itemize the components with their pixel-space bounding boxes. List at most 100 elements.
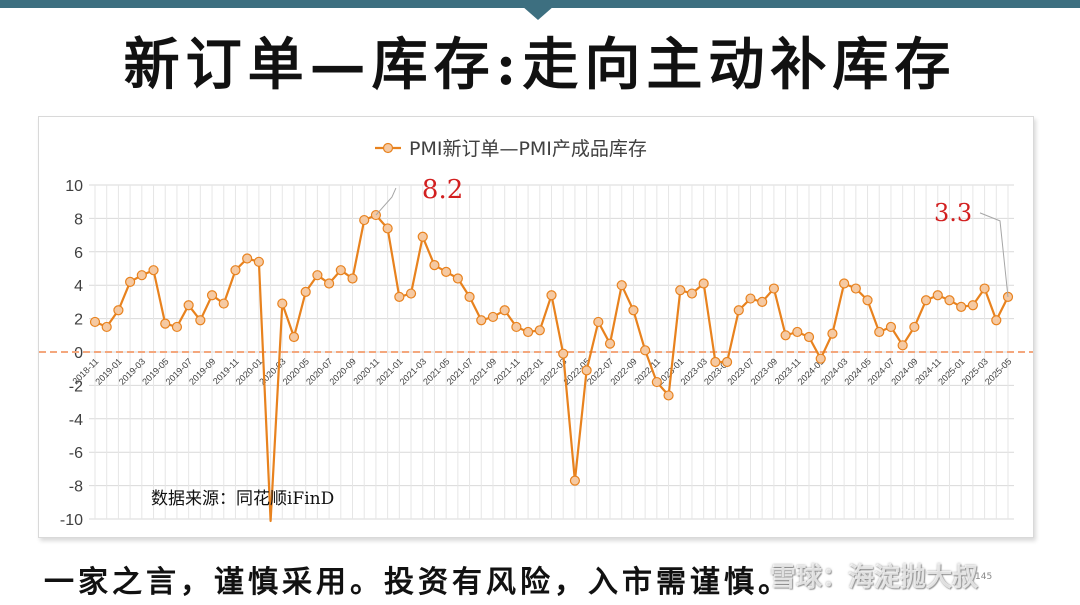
data-point [382, 223, 393, 234]
data-point [487, 311, 499, 323]
data-point [862, 295, 873, 306]
data-point [195, 315, 206, 326]
y-axis: 10 8 6 4 2 0 -2 -4 -6 -8 -10 [60, 178, 83, 529]
data-point [593, 316, 604, 328]
data-point [417, 231, 428, 242]
data-point [171, 321, 183, 333]
annotation-latest-value: 3.3 [934, 199, 972, 227]
data-point [569, 475, 581, 486]
data-point [721, 356, 733, 368]
data-point [581, 365, 592, 376]
data-point [663, 390, 674, 401]
y-tick-label: -4 [69, 412, 83, 429]
data-point [335, 265, 346, 276]
data-point [745, 293, 756, 304]
data-point [803, 331, 815, 343]
data-point [394, 291, 405, 302]
data-point [698, 278, 709, 289]
annotation-leader [979, 212, 1009, 297]
y-tick-label: -10 [60, 512, 83, 529]
data-point [347, 273, 358, 284]
legend-marker [382, 142, 394, 154]
data-source-label: 数据来源：同花顺iFinD [151, 489, 334, 509]
data-point [288, 331, 300, 343]
data-point [277, 298, 288, 309]
y-tick-label: 2 [74, 312, 83, 329]
data-point [218, 298, 229, 309]
data-point [839, 278, 850, 289]
data-point [324, 278, 335, 289]
data-point [405, 288, 417, 299]
data-point [733, 305, 744, 316]
y-tick-label: -6 [69, 445, 83, 462]
data-point [101, 321, 112, 333]
data-point [558, 348, 569, 359]
series-markers [89, 209, 1014, 486]
data-point [464, 291, 475, 302]
annotations: 8.2 3.3 数据来源：同花顺iFinD [151, 175, 1009, 509]
data-point [640, 345, 651, 356]
chart-container: 10 8 6 4 2 0 -2 -4 -6 -8 -10 2018-11 2019-01 2019-03… [38, 116, 1034, 538]
data-point [441, 266, 452, 277]
data-point [89, 316, 101, 328]
data-point [136, 270, 147, 281]
data-point [452, 273, 463, 284]
annotation-leader [375, 187, 397, 216]
data-point [897, 340, 908, 351]
y-tick-label: 10 [65, 178, 83, 195]
data-point [476, 315, 487, 326]
data-point [710, 356, 721, 368]
data-point [686, 288, 698, 299]
data-point [827, 328, 838, 339]
page-number: 145 [975, 572, 993, 582]
data-point [206, 290, 218, 301]
header-notch [522, 6, 554, 20]
data-point [780, 330, 791, 341]
data-point [920, 295, 932, 306]
data-point [242, 253, 253, 264]
data-point [850, 283, 861, 294]
y-tick-label: 4 [74, 278, 83, 295]
data-point [522, 326, 534, 338]
data-point [148, 265, 159, 276]
data-point [113, 305, 124, 316]
data-point [183, 300, 194, 311]
legend-label: PMI新订单—PMI产成品库存 [409, 138, 647, 160]
disclaimer-text: 一家之言，谨慎采用。投资有风险，入市需谨慎。 [44, 565, 792, 600]
data-point [967, 300, 978, 311]
data-point [253, 256, 264, 267]
data-point [991, 315, 1002, 326]
gridlines [89, 184, 1014, 520]
data-point [757, 296, 768, 307]
y-tick-label: 0 [74, 345, 83, 362]
data-point [628, 305, 639, 316]
data-point [312, 270, 323, 281]
data-point [429, 260, 440, 271]
data-point [768, 283, 779, 294]
data-point [956, 301, 967, 313]
slide-title: 新订单—库存:走向主动补库存 [123, 32, 957, 98]
data-point [546, 290, 557, 301]
watermark: 雪球：海淀抛大叔 [770, 563, 979, 593]
y-tick-label: -8 [69, 479, 83, 496]
data-point [815, 353, 826, 364]
data-point [300, 286, 311, 297]
data-point [979, 283, 990, 294]
y-tick-label: -2 [69, 378, 83, 395]
data-point [616, 280, 627, 291]
data-point [885, 321, 897, 333]
y-tick-label: 6 [74, 245, 83, 262]
data-point [944, 295, 955, 306]
data-point [651, 376, 662, 388]
annotation-peak-value: 8.2 [422, 175, 463, 205]
header-bar [0, 0, 1080, 8]
data-point [932, 290, 943, 301]
data-point [499, 305, 510, 316]
x-tick-label: 2025-05 [983, 356, 1013, 386]
legend: PMI新订单—PMI产成品库存 [375, 138, 647, 160]
data-point [675, 285, 686, 296]
data-point [511, 321, 522, 333]
y-tick-label: 8 [74, 211, 83, 228]
data-point [874, 326, 885, 338]
